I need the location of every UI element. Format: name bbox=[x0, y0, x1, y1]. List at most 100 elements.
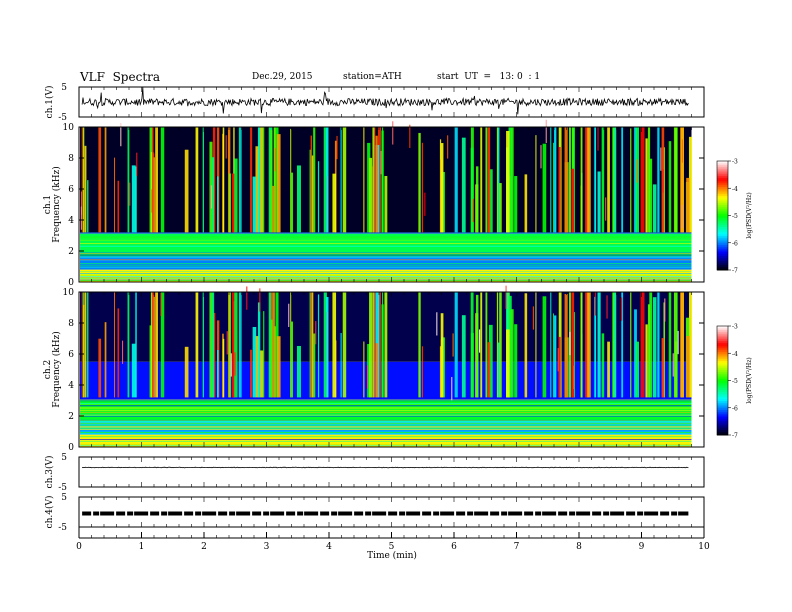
sferic-burst bbox=[564, 293, 568, 398]
sferic-burst bbox=[612, 292, 615, 398]
x-axis-label: Time (min) bbox=[367, 550, 417, 561]
hot-streak bbox=[226, 331, 228, 355]
sferic-burst bbox=[587, 127, 591, 233]
hot-streak bbox=[681, 139, 683, 163]
colorbar-cell bbox=[717, 333, 728, 336]
colorbar-cell bbox=[717, 215, 728, 218]
sferic-burst bbox=[673, 292, 677, 398]
colorbar-tick-label: -4 bbox=[732, 351, 738, 358]
sferic-burst bbox=[571, 168, 575, 233]
sferic-burst bbox=[152, 127, 154, 233]
sferic-burst bbox=[296, 165, 301, 233]
colorbar-cell bbox=[717, 220, 728, 224]
sferic-burst bbox=[211, 292, 215, 398]
colorbar-cell bbox=[717, 260, 728, 264]
colorbar-cell bbox=[717, 393, 728, 396]
sferic-burst bbox=[222, 338, 225, 398]
hot-streak bbox=[505, 285, 507, 309]
colorbar-cell bbox=[717, 246, 728, 249]
sferic-burst bbox=[153, 157, 155, 233]
sferic-burst bbox=[535, 292, 537, 398]
sferic-burst bbox=[114, 157, 116, 233]
sferic-burst bbox=[499, 292, 502, 398]
colorbar-cell bbox=[717, 429, 728, 432]
sferic-burst bbox=[645, 324, 648, 398]
frequency-axis-label: Frequency (kHz) bbox=[51, 331, 62, 408]
channel-axis-label: ch.1(V) bbox=[44, 86, 55, 119]
colorbar-cell bbox=[717, 369, 728, 372]
sferic-burst bbox=[377, 127, 381, 233]
sferic-burst bbox=[524, 174, 528, 233]
sferic-burst bbox=[418, 132, 421, 233]
hot-streak bbox=[336, 135, 338, 160]
sferic-burst bbox=[485, 292, 488, 398]
colorbar-label: log(PSD(V²/Hz) bbox=[746, 357, 753, 404]
sferic-burst bbox=[663, 147, 666, 233]
sferic-burst bbox=[372, 292, 376, 398]
colorbar-cell bbox=[717, 420, 728, 423]
hot-streak bbox=[120, 122, 122, 147]
hot-streak bbox=[532, 306, 534, 330]
sferic-burst bbox=[81, 292, 83, 398]
sferic-burst bbox=[454, 127, 458, 233]
colorbar-cell bbox=[717, 416, 728, 420]
sferic-burst bbox=[585, 292, 589, 398]
hot-streak bbox=[366, 365, 368, 389]
sferic-burst bbox=[485, 127, 488, 233]
sferic-burst bbox=[202, 127, 204, 233]
colorbar-cell bbox=[717, 425, 728, 429]
colorbar-cell bbox=[717, 168, 728, 171]
spectrogram-band bbox=[80, 434, 692, 447]
hot-streak bbox=[80, 206, 82, 230]
sferic-burst bbox=[369, 157, 373, 233]
sferic-burst bbox=[649, 292, 653, 398]
sferic-burst bbox=[257, 302, 261, 398]
hot-streak bbox=[621, 297, 623, 321]
sferic-burst bbox=[488, 169, 493, 233]
sferic-burst bbox=[231, 292, 235, 398]
colorbar-cell bbox=[717, 179, 728, 182]
colorbar-cell bbox=[717, 186, 728, 189]
colorbar-cell bbox=[717, 433, 728, 436]
sferic-burst bbox=[234, 292, 238, 398]
sferic-burst bbox=[153, 296, 155, 398]
sferic-burst bbox=[553, 313, 555, 398]
sferic-burst bbox=[104, 127, 107, 233]
colorbar-cell bbox=[717, 347, 728, 351]
colorbar-cell bbox=[717, 235, 728, 238]
hot-streak bbox=[479, 329, 481, 353]
sferic-burst bbox=[585, 127, 589, 233]
colorbar-tick-label: -5 bbox=[732, 378, 738, 385]
colorbar-tick-label: -3 bbox=[732, 324, 738, 331]
channel-axis-label: ch.3(V) bbox=[44, 456, 55, 489]
hot-streak bbox=[274, 148, 276, 172]
sferic-burst bbox=[499, 183, 502, 233]
colorbar-cell bbox=[717, 253, 728, 256]
sferic-burst bbox=[621, 127, 624, 233]
sferic-burst bbox=[255, 146, 259, 233]
colorbar-cell bbox=[717, 396, 728, 400]
sferic-burst bbox=[372, 292, 374, 398]
colorbar-cell bbox=[717, 409, 728, 412]
colorbar-label: log(PSD(V²/Hz) bbox=[746, 192, 753, 239]
colorbar-cell bbox=[717, 164, 728, 167]
x-tick-label: 5 bbox=[389, 542, 395, 552]
sferic-burst bbox=[98, 127, 102, 233]
panel-ch4: 5 -5ch.4(V) bbox=[44, 493, 705, 533]
sferic-burst bbox=[496, 127, 499, 233]
x-tick-label: 3 bbox=[264, 542, 270, 552]
sferic-burst bbox=[680, 292, 684, 398]
colorbar-cell bbox=[717, 387, 728, 391]
sferic-burst bbox=[676, 127, 678, 233]
hot-streak bbox=[557, 348, 559, 372]
hot-streak bbox=[672, 353, 674, 377]
sferic-burst bbox=[375, 343, 378, 398]
sferic-burst bbox=[222, 127, 225, 233]
sferic-burst bbox=[506, 329, 510, 398]
colorbar-cell bbox=[717, 418, 728, 421]
sferic-burst bbox=[542, 143, 547, 233]
sferic-burst bbox=[259, 127, 264, 233]
sferic-burst bbox=[607, 341, 610, 398]
hot-streak bbox=[545, 119, 547, 144]
colorbar-cell bbox=[717, 266, 728, 269]
